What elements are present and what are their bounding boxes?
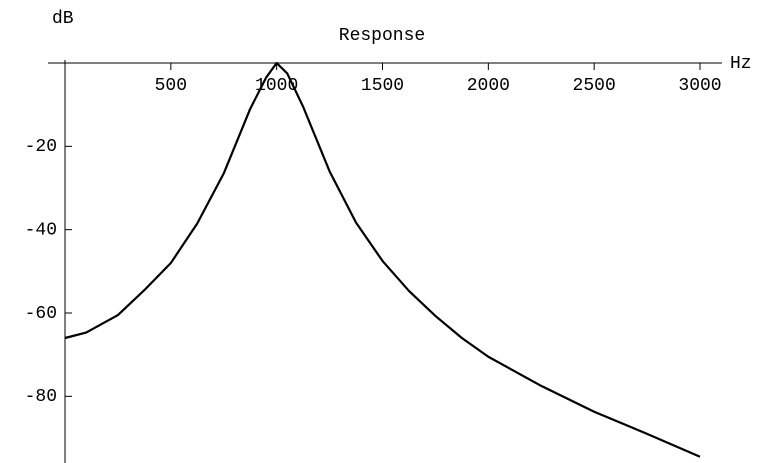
x-tick-label: 500 [155, 76, 187, 96]
x-tick-label: 2000 [467, 76, 510, 96]
x-tick-label: 2500 [573, 76, 616, 96]
x-tick-label: 1500 [361, 76, 404, 96]
y-axis-label: dB [52, 9, 74, 29]
x-tick-label: 1000 [255, 76, 298, 96]
y-tick-label: -20 [25, 137, 57, 157]
response-line [64, 61, 701, 458]
y-tick-label: -80 [25, 387, 57, 407]
x-tick-label: 3000 [678, 76, 721, 96]
y-tick-label: -60 [25, 304, 57, 324]
y-tick-label: -40 [25, 220, 57, 240]
x-axis-label: Hz [730, 54, 752, 74]
chart-title: Response [339, 26, 425, 46]
